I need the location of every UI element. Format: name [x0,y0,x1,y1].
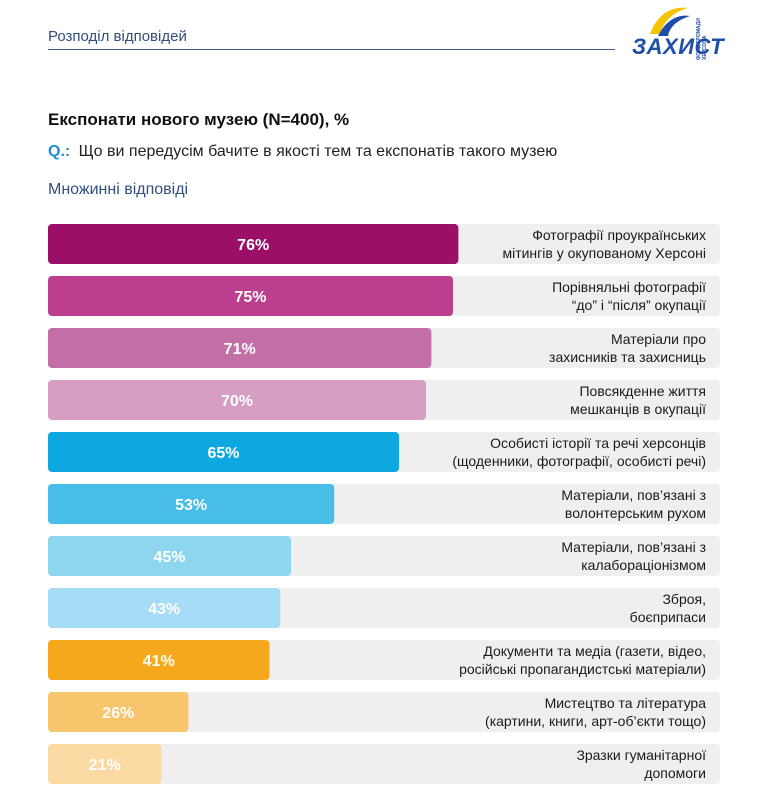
bar-track [48,692,720,732]
category-label-line: захисників та захисниць [549,349,706,365]
category-label-line: Матеріали, пов’язані з [561,539,706,555]
bar-value-label: 53% [175,497,207,514]
bar-value-label: 76% [237,237,269,254]
category-label-line: Порівняльні фотографії [552,279,706,295]
category-label-line: Матеріали про [611,331,706,347]
category-label: Документи та медіа (газети, відео, російс… [459,643,706,677]
bar-row: 45% Матеріали, пов’язані з калабораціонізм… [48,536,720,576]
question: Q.: Що ви передусім бачите в якості тем … [48,143,557,161]
category-label-line: мешканців в окупації [570,401,706,417]
category-label: Мистецтво та література (картини, книги, … [485,695,706,729]
category-label-line: Фотографії проукраїнських [532,227,706,243]
bar-row: 76% Фотографії проукраїнських мітингів у о… [48,224,720,264]
bar-value-label: 26% [102,705,134,722]
bar [48,484,335,524]
category-label-line: (картини, книги, арт-об’єкти тощо) [485,713,706,729]
bar-row: 70% Повсякденне життя мешканців в окупації [48,380,720,420]
bar-value-label: 75% [234,289,266,306]
question-text: Що ви передусім бачите в якості тем та е… [78,143,558,160]
bar [48,744,162,784]
category-label-line: Зброя, [662,591,706,607]
bar-value-label: 71% [224,341,256,358]
brand-logo: ФОНД ГРОМАДИ ХЕРСОНА ЗАХИСТ [626,4,726,60]
bar-row: 21% Зразки гуманітарної допомоги [48,744,720,784]
bar [48,276,453,316]
category-label: Зразки гуманітарної допомоги [576,747,706,781]
category-label-line: мітингів у окупованому Херсоні [502,245,706,261]
bar-value-label: 65% [207,445,239,462]
category-label: Фотографії проукраїнських мітингів у окуп… [502,227,706,261]
bar [48,692,189,732]
bar-row: 41% Документи та медіа (газети, відео, рос… [48,640,720,680]
chart-subtitle: Множинні відповіді [48,181,189,198]
bar-value-label: 45% [153,549,185,566]
category-label-line: Особисті історії та речі херсонців [490,435,706,451]
category-label-line: Мистецтво та література [545,695,707,711]
header-divider [48,49,615,50]
category-label: Матеріали про захисників та захисниць [549,331,706,365]
category-label: Матеріали, пов’язані з калабораціонізмом [561,539,706,573]
category-label-line: (щоденники, фотографії, особисті речі) [452,453,706,469]
category-label-line: Повсякденне життя [579,383,706,399]
category-label: Повсякденне життя мешканців в окупації [570,383,706,417]
category-label-line: допомоги [644,765,706,781]
category-label: Матеріали, пов’язані з волонтерським рухо… [561,487,706,521]
bar-value-label: 21% [89,757,121,774]
logo-swoosh-icon [650,7,690,36]
bar-row: 53% Матеріали, пов’язані з волонтерським р… [48,484,720,524]
category-label-line: боєприпаси [630,609,706,625]
category-label: Зброя, боєприпаси [630,591,706,625]
bar [48,224,459,264]
category-label-line: волонтерським рухом [565,505,706,521]
section-label: Розподіл відповідей [48,28,187,45]
category-label-line: Матеріали, пов’язані з [561,487,706,503]
bar-chart: 76% Фотографії проукраїнських мітингів у о… [48,224,720,784]
bar [48,328,432,368]
category-label-line: “до” і “після” окупації [572,297,706,313]
logo-wordmark: ЗАХИСТ [632,34,725,59]
bar-value-label: 41% [143,653,175,670]
question-prefix: Q.: [48,143,71,160]
chart-title: Експонати нового музею (N=400), % [48,110,350,129]
bar-value-label: 70% [221,393,253,410]
bar-row: 71% Матеріали про захисників та захисниць [48,328,720,368]
bar-row: 43% Зброя, боєприпаси [48,588,720,628]
bar [48,640,270,680]
bar [48,432,399,472]
bar-track [48,744,720,784]
bar-row: 65% Особисті історії та речі херсонців (що… [48,432,720,472]
bar [48,536,291,576]
bar-value-label: 43% [148,601,180,618]
category-label: Порівняльні фотографії “до” і “після” оку… [552,279,706,313]
category-label: Особисті історії та речі херсонців (щоден… [452,435,706,469]
bar-row: 26% Мистецтво та література (картини, книг… [48,692,720,732]
category-label-line: Документи та медіа (газети, відео, [483,643,706,659]
category-label-line: калабораціонізмом [581,557,706,573]
bar-row: 75% Порівняльні фотографії “до” і “після” … [48,276,720,316]
category-label-line: російські пропагандистські матеріали) [459,661,706,677]
bar [48,588,281,628]
bar [48,380,426,420]
category-label-line: Зразки гуманітарної [576,747,706,763]
